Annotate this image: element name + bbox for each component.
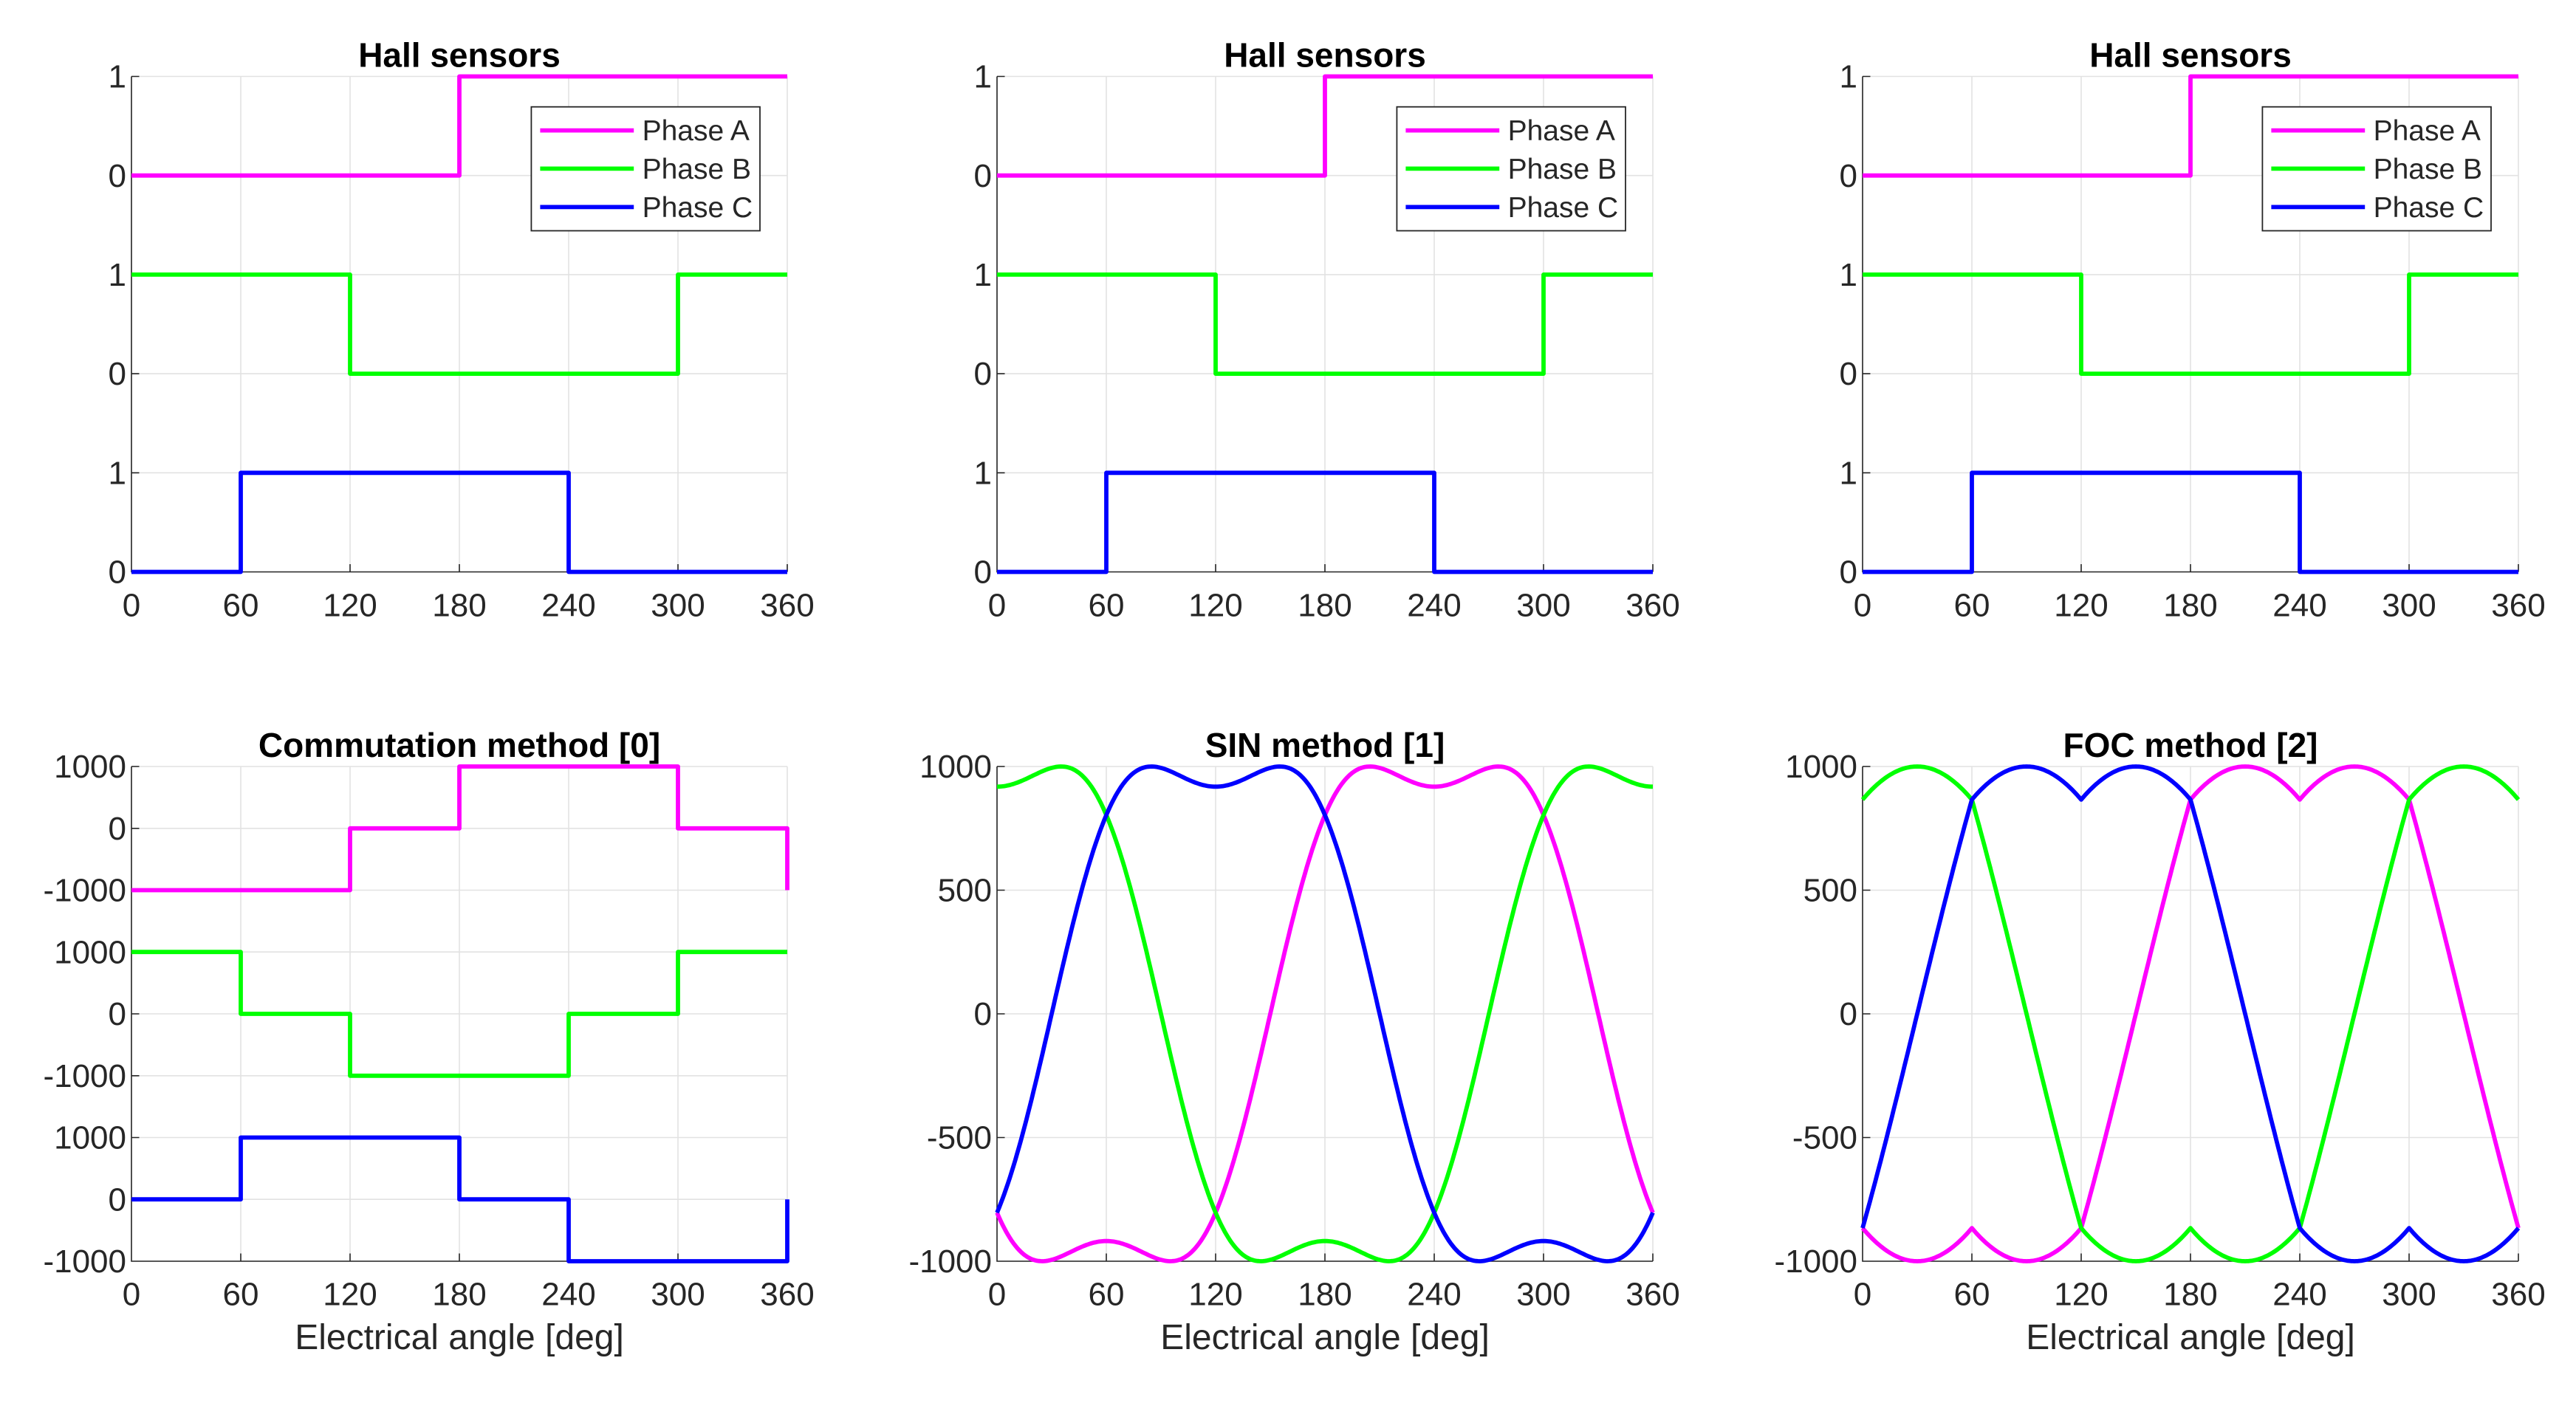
svg-text:60: 60 bbox=[1954, 1276, 1990, 1312]
svg-text:FOC method [2]: FOC method [2] bbox=[2063, 726, 2318, 764]
svg-text:Phase C: Phase C bbox=[2374, 192, 2484, 224]
svg-text:1: 1 bbox=[1840, 257, 1857, 293]
svg-text:-500: -500 bbox=[1792, 1120, 1857, 1156]
svg-text:300: 300 bbox=[1516, 587, 1570, 623]
svg-text:1: 1 bbox=[974, 59, 992, 95]
svg-text:Phase B: Phase B bbox=[1508, 154, 1617, 185]
svg-text:60: 60 bbox=[1089, 587, 1125, 623]
svg-text:300: 300 bbox=[2382, 587, 2436, 623]
svg-text:120: 120 bbox=[323, 587, 377, 623]
svg-text:1000: 1000 bbox=[54, 749, 126, 785]
svg-text:Commutation method [0]: Commutation method [0] bbox=[258, 726, 660, 764]
svg-text:0: 0 bbox=[1854, 587, 1871, 623]
svg-text:Phase A: Phase A bbox=[2374, 115, 2481, 147]
svg-text:500: 500 bbox=[938, 873, 992, 909]
svg-text:-1000: -1000 bbox=[43, 873, 126, 909]
svg-text:1000: 1000 bbox=[54, 1120, 126, 1156]
svg-text:Electrical angle [deg]: Electrical angle [deg] bbox=[295, 1318, 624, 1357]
svg-text:120: 120 bbox=[1188, 1276, 1242, 1312]
svg-text:0: 0 bbox=[109, 996, 126, 1032]
svg-text:240: 240 bbox=[2272, 1276, 2326, 1312]
svg-text:1000: 1000 bbox=[919, 749, 992, 785]
svg-text:360: 360 bbox=[1626, 587, 1679, 623]
svg-text:Phase C: Phase C bbox=[643, 192, 753, 224]
svg-text:0: 0 bbox=[988, 587, 1006, 623]
svg-text:-1000: -1000 bbox=[43, 1058, 126, 1094]
svg-text:240: 240 bbox=[1407, 587, 1461, 623]
svg-text:1: 1 bbox=[1840, 455, 1857, 491]
svg-text:Phase B: Phase B bbox=[2374, 154, 2482, 185]
svg-text:0: 0 bbox=[974, 555, 992, 591]
svg-text:360: 360 bbox=[2491, 1276, 2545, 1312]
svg-text:-1000: -1000 bbox=[43, 1244, 126, 1280]
svg-text:120: 120 bbox=[1188, 587, 1242, 623]
svg-text:120: 120 bbox=[2054, 1276, 2108, 1312]
svg-text:240: 240 bbox=[2272, 587, 2326, 623]
svg-text:0: 0 bbox=[974, 356, 992, 392]
svg-text:0: 0 bbox=[109, 555, 126, 591]
svg-text:0: 0 bbox=[123, 1276, 140, 1312]
svg-text:1: 1 bbox=[1840, 59, 1857, 95]
svg-text:500: 500 bbox=[1803, 873, 1857, 909]
svg-text:Hall sensors: Hall sensors bbox=[358, 36, 561, 75]
svg-text:360: 360 bbox=[760, 587, 814, 623]
svg-text:1000: 1000 bbox=[54, 934, 126, 970]
svg-text:1: 1 bbox=[974, 455, 992, 491]
svg-text:SIN method [1]: SIN method [1] bbox=[1205, 726, 1445, 764]
svg-text:240: 240 bbox=[541, 587, 595, 623]
svg-text:-1000: -1000 bbox=[1774, 1244, 1857, 1280]
svg-text:180: 180 bbox=[432, 587, 486, 623]
svg-text:180: 180 bbox=[2163, 1276, 2217, 1312]
svg-text:300: 300 bbox=[651, 1276, 705, 1312]
svg-text:60: 60 bbox=[1089, 1276, 1125, 1312]
svg-text:300: 300 bbox=[1516, 1276, 1570, 1312]
svg-text:360: 360 bbox=[2491, 587, 2545, 623]
svg-text:300: 300 bbox=[651, 587, 705, 623]
svg-text:1: 1 bbox=[974, 257, 992, 293]
svg-text:300: 300 bbox=[2382, 1276, 2436, 1312]
svg-text:0: 0 bbox=[109, 811, 126, 847]
svg-text:240: 240 bbox=[541, 1276, 595, 1312]
svg-text:-500: -500 bbox=[927, 1120, 992, 1156]
svg-text:Phase A: Phase A bbox=[1508, 115, 1615, 147]
svg-text:0: 0 bbox=[109, 356, 126, 392]
svg-text:360: 360 bbox=[1626, 1276, 1679, 1312]
svg-text:Electrical angle [deg]: Electrical angle [deg] bbox=[1160, 1318, 1490, 1357]
svg-text:1000: 1000 bbox=[1785, 749, 1857, 785]
svg-text:-1000: -1000 bbox=[908, 1244, 992, 1280]
svg-text:120: 120 bbox=[2054, 587, 2108, 623]
svg-text:0: 0 bbox=[988, 1276, 1006, 1312]
svg-text:180: 180 bbox=[1298, 1276, 1352, 1312]
svg-text:0: 0 bbox=[109, 1181, 126, 1218]
svg-text:1: 1 bbox=[109, 455, 126, 491]
svg-text:180: 180 bbox=[432, 1276, 486, 1312]
svg-text:Phase C: Phase C bbox=[1508, 192, 1619, 224]
svg-text:0: 0 bbox=[1840, 996, 1857, 1032]
svg-text:0: 0 bbox=[974, 996, 992, 1032]
svg-text:0: 0 bbox=[1854, 1276, 1871, 1312]
svg-text:180: 180 bbox=[1298, 587, 1352, 623]
svg-text:0: 0 bbox=[1840, 158, 1857, 194]
svg-text:Phase B: Phase B bbox=[643, 154, 751, 185]
svg-text:Phase A: Phase A bbox=[643, 115, 750, 147]
svg-text:0: 0 bbox=[974, 158, 992, 194]
svg-text:60: 60 bbox=[223, 587, 259, 623]
svg-text:0: 0 bbox=[1840, 356, 1857, 392]
svg-text:0: 0 bbox=[1840, 555, 1857, 591]
svg-text:0: 0 bbox=[109, 158, 126, 194]
svg-text:180: 180 bbox=[2163, 587, 2217, 623]
svg-text:1: 1 bbox=[109, 257, 126, 293]
svg-text:120: 120 bbox=[323, 1276, 377, 1312]
svg-text:1: 1 bbox=[109, 59, 126, 95]
svg-text:240: 240 bbox=[1407, 1276, 1461, 1312]
svg-text:Hall sensors: Hall sensors bbox=[2089, 36, 2292, 75]
svg-text:Hall sensors: Hall sensors bbox=[1224, 36, 1426, 75]
svg-text:Electrical angle [deg]: Electrical angle [deg] bbox=[2026, 1318, 2355, 1357]
svg-text:0: 0 bbox=[123, 587, 140, 623]
svg-text:60: 60 bbox=[1954, 587, 1990, 623]
svg-text:60: 60 bbox=[223, 1276, 259, 1312]
svg-text:360: 360 bbox=[760, 1276, 814, 1312]
